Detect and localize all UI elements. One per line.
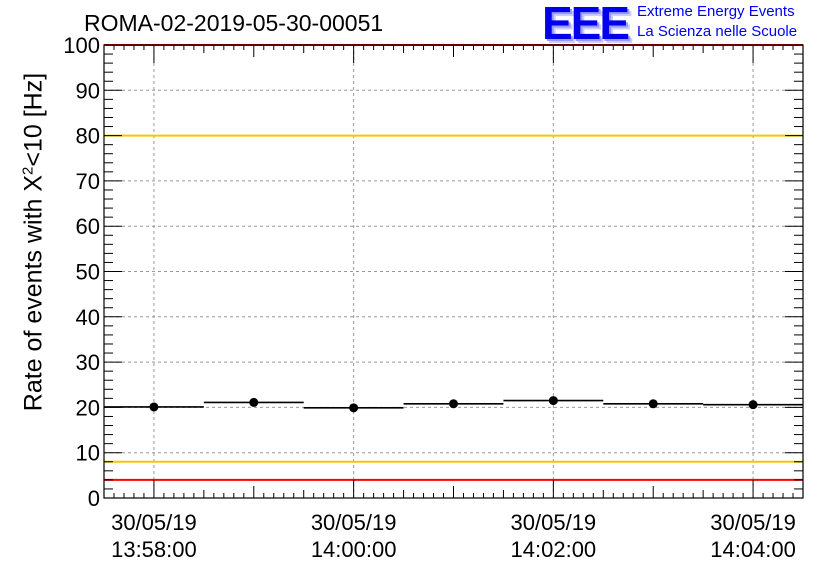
- x-tick-label-time: 13:58:00: [111, 537, 197, 562]
- y-tick-label: 60: [76, 214, 100, 239]
- grid-layer: [104, 45, 803, 498]
- axis-layer: 010203040506070809010030/05/1913:58:0030…: [63, 33, 804, 562]
- data-point: [249, 397, 259, 407]
- x-tick-label-time: 14:04:00: [710, 537, 796, 562]
- logo-line-1: Extreme Energy Events: [637, 3, 795, 20]
- y-tick-label: 30: [76, 350, 100, 375]
- y-tick-label: 50: [76, 260, 100, 285]
- y-tick-label: 20: [76, 395, 100, 420]
- data-point: [349, 403, 359, 413]
- x-tick-label-date: 30/05/19: [511, 510, 597, 535]
- eee-logo: EEE Extreme Energy Events La Scienza nel…: [542, 0, 832, 48]
- x-tick-label-date: 30/05/19: [111, 510, 197, 535]
- reference-lines: [104, 44, 803, 481]
- data-layer: [104, 396, 803, 413]
- data-point: [748, 400, 758, 410]
- x-tick-label-date: 30/05/19: [710, 510, 796, 535]
- y-tick-label: 100: [63, 33, 100, 58]
- y-tick-label: 0: [88, 486, 100, 511]
- logo-line-2: La Scienza nelle Scuole: [637, 23, 798, 40]
- y-tick-label: 40: [76, 305, 100, 330]
- chart-title: ROMA-02-2019-05-30-00051: [84, 10, 384, 36]
- x-tick-label-time: 14:00:00: [311, 537, 397, 562]
- x-tick-label-date: 30/05/19: [311, 510, 397, 535]
- y-tick-label: 10: [76, 441, 100, 466]
- plot-frame: [103, 44, 804, 499]
- data-point: [449, 399, 458, 409]
- y-tick-label: 70: [76, 169, 100, 194]
- data-point: [149, 402, 159, 412]
- logo-mark: EEE: [542, 0, 630, 49]
- data-point: [648, 399, 658, 409]
- y-tick-label: 80: [76, 124, 100, 149]
- data-point: [548, 396, 558, 406]
- x-tick-label-time: 14:02:00: [511, 537, 597, 562]
- y-tick-label: 90: [76, 78, 100, 103]
